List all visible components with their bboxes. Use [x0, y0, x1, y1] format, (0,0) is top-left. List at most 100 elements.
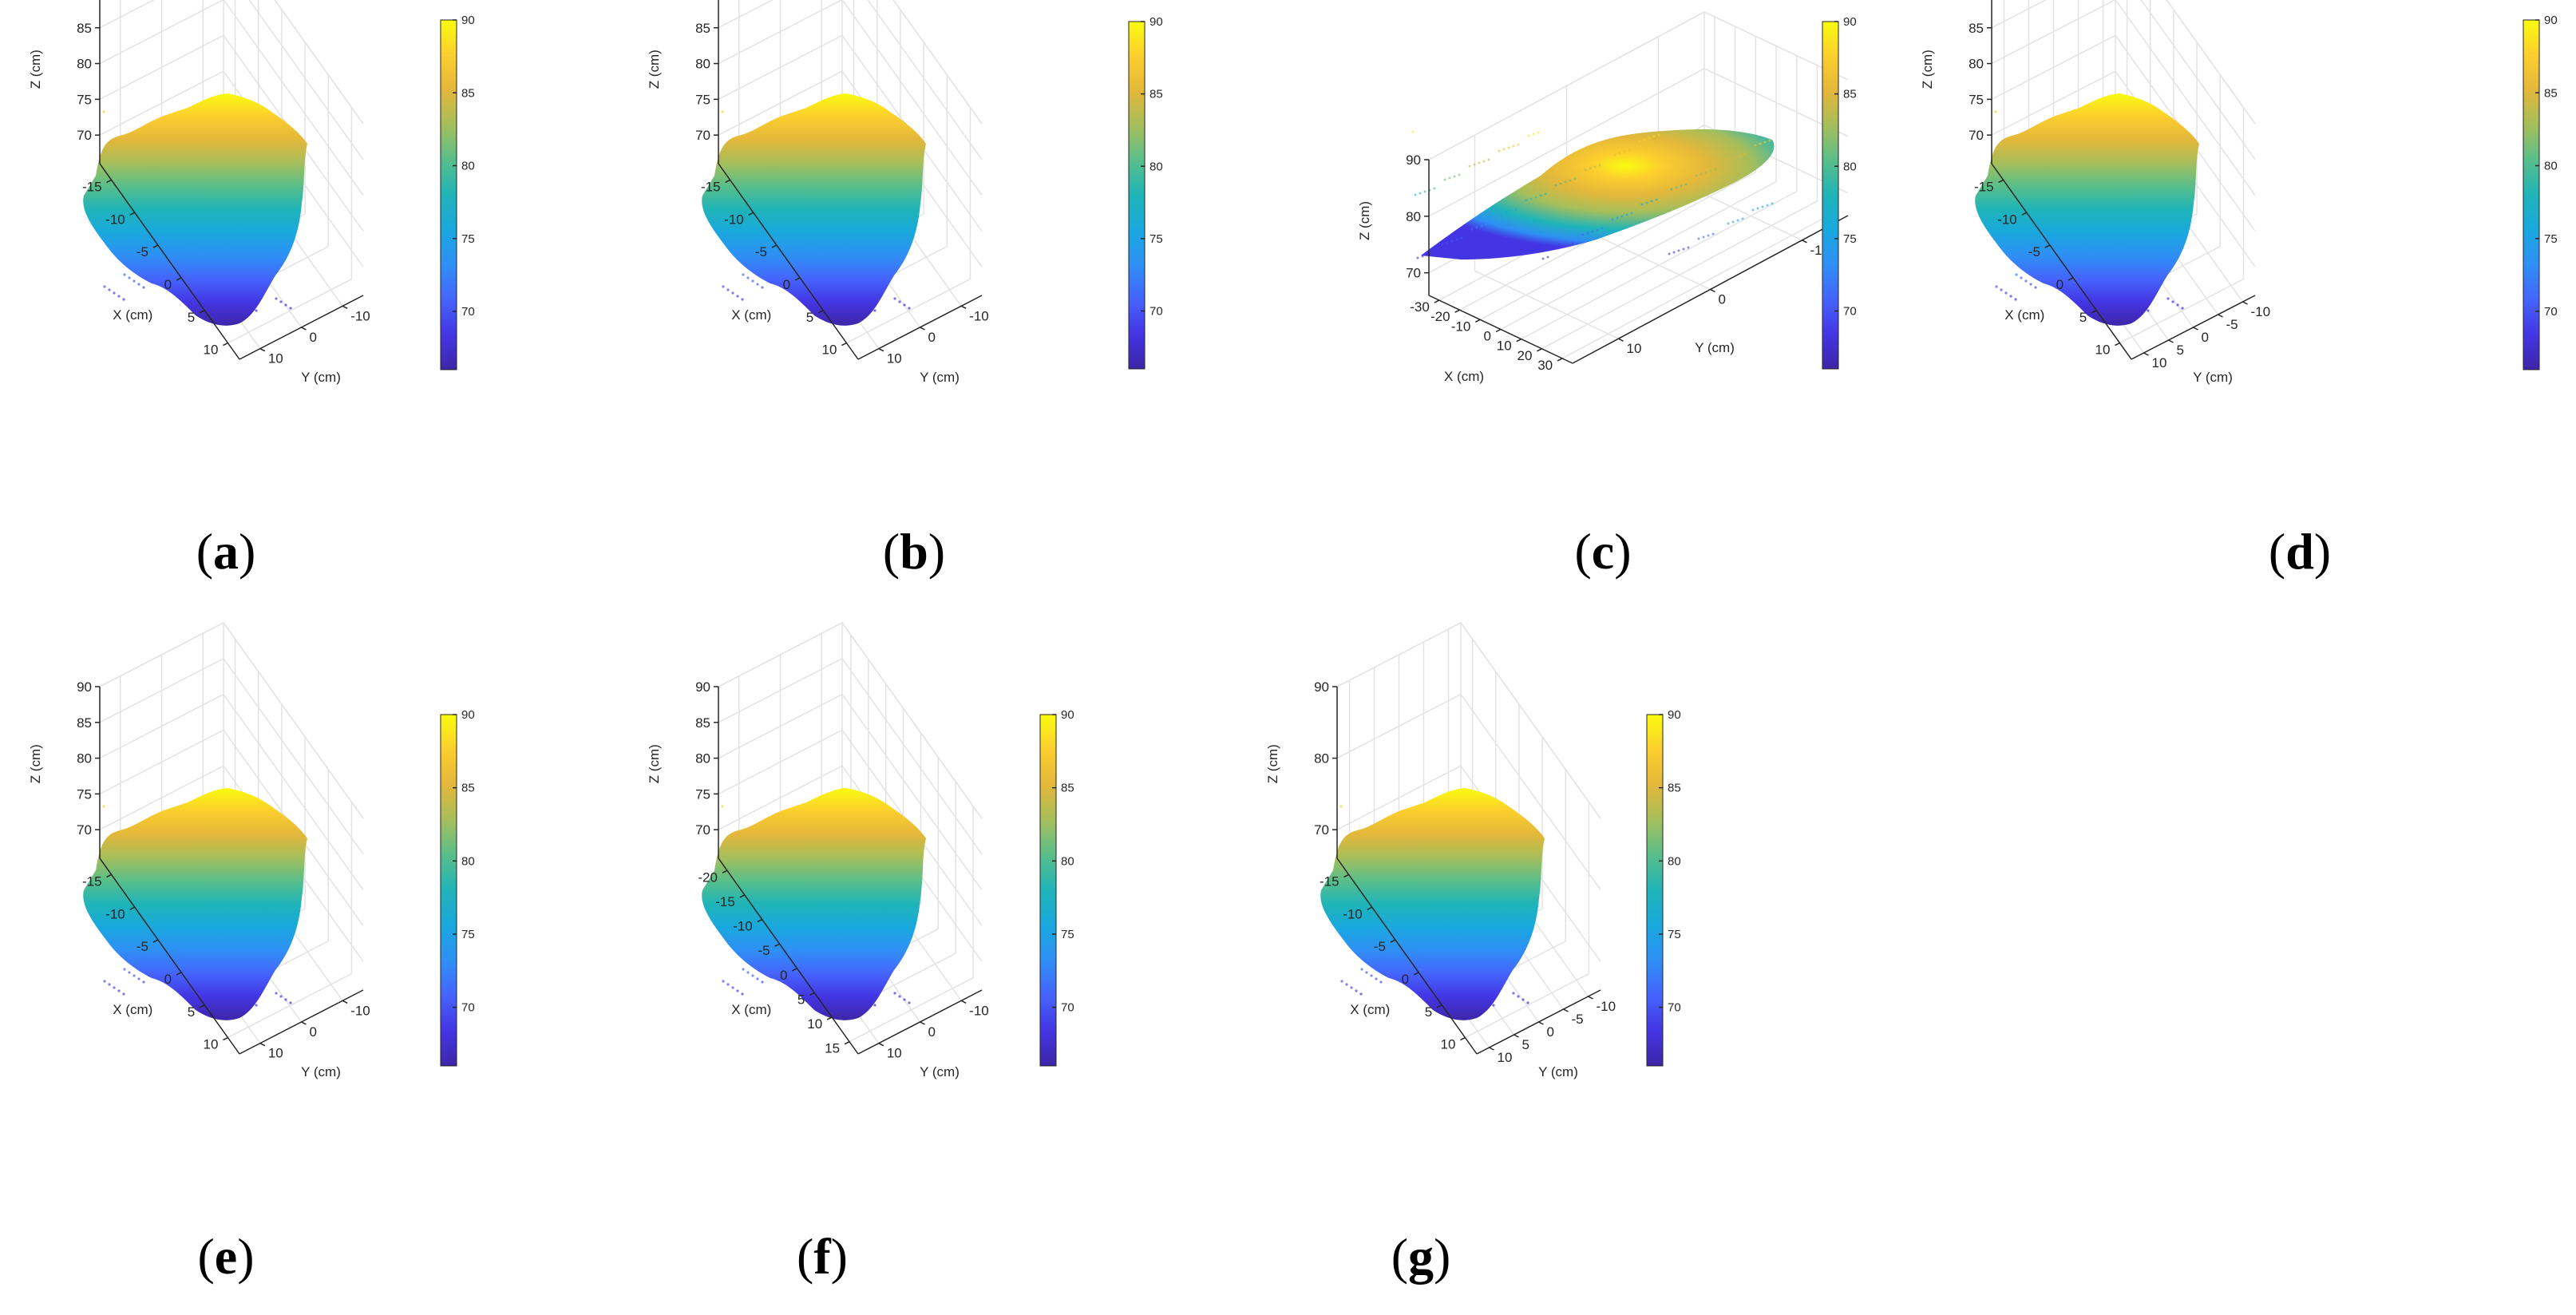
cloud-point [1446, 241, 1449, 244]
cloud-point [2114, 238, 2117, 241]
cloud-point [207, 253, 210, 256]
cloud-point [1423, 834, 1426, 837]
cloud-point [1468, 164, 1471, 168]
cloud-point [1613, 153, 1616, 156]
cloud-point [122, 298, 125, 301]
colorbar-tick-label: 80 [1843, 160, 1857, 173]
cloud-point [2014, 298, 2017, 301]
x-tick-mark [1557, 358, 1563, 362]
cloud-point [806, 935, 809, 938]
cloud-point [731, 291, 734, 295]
cloud-point [888, 119, 891, 122]
cloud-point [838, 137, 841, 140]
cloud-point [2012, 196, 2015, 200]
cloud-point [741, 298, 744, 301]
cloud-point [1561, 245, 1565, 248]
cloud-point [115, 193, 118, 196]
cloud-point [896, 893, 899, 897]
colorbar-tick-label: 70 [1150, 305, 1163, 319]
cloud-point [778, 172, 782, 176]
x-tick-label: -15 [82, 873, 102, 889]
cloud-point [242, 921, 245, 924]
y-tick-mark [1538, 1021, 1544, 1025]
cloud-point [786, 947, 789, 950]
cloud-point [1439, 945, 1442, 948]
cloud-point [259, 807, 263, 810]
cloud-point [230, 118, 233, 121]
colorbar-gradient [1822, 21, 1839, 370]
caption-close-paren: ) [831, 1228, 848, 1285]
cloud-point [150, 861, 153, 864]
cloud-point [250, 1000, 253, 1004]
x-tick-label: -10 [105, 906, 125, 921]
cloud-point [155, 169, 158, 172]
x-axis-line [99, 858, 240, 1055]
cloud-point [2099, 228, 2103, 232]
point-cloud-surface [702, 788, 926, 1020]
cloud-point [2102, 130, 2105, 133]
cloud-point [130, 178, 133, 181]
cloud-point [145, 163, 148, 166]
x-tick-label: 0 [780, 968, 787, 983]
cloud-point [786, 252, 789, 255]
cloud-point [2141, 131, 2144, 134]
cloud-point [896, 199, 899, 202]
cloud-point [277, 199, 280, 202]
cloud-point [2131, 125, 2135, 128]
cloud-point [869, 1000, 872, 1004]
z-axis-label: Z (cm) [647, 50, 662, 89]
cloud-point [185, 139, 188, 142]
cloud-point [804, 834, 807, 837]
x-tick-label: -10 [1343, 906, 1363, 921]
cloud-point [769, 166, 772, 169]
cloud-point [224, 834, 228, 838]
panel-caption: (e) [197, 1228, 254, 1285]
cloud-point [1424, 960, 1427, 963]
cloud-point [2144, 208, 2147, 211]
cloud-point [836, 929, 839, 933]
cloud-point [1709, 169, 1712, 172]
cloud-point [2054, 274, 2057, 277]
cloud-point [1638, 140, 1641, 143]
y-tick-mark [878, 1042, 884, 1047]
grid-line-z [99, 0, 364, 196]
cloud-point [269, 119, 272, 122]
cloud-point [102, 110, 105, 113]
cloud-point [135, 876, 138, 879]
cloud-point [1416, 256, 1419, 259]
cloud-point [1355, 989, 1358, 992]
cloud-point [1427, 837, 1430, 840]
cloud-point [255, 1004, 258, 1007]
cloud-point [813, 840, 817, 843]
cloud-point [1598, 164, 1601, 167]
cloud-point [2079, 265, 2082, 268]
z-axis-label: Z (cm) [1920, 50, 1935, 89]
cloud-point [2062, 154, 2065, 157]
cloud-point [1554, 184, 1557, 187]
cloud-point [749, 873, 752, 876]
cloud-point [2009, 295, 2012, 298]
y-tick-label: 10 [2152, 355, 2167, 370]
cloud-point [763, 188, 766, 191]
cloud-point [1596, 228, 1599, 232]
cloud-point [1741, 217, 1744, 220]
y-tick-mark [1802, 240, 1807, 244]
x-tick-mark [2044, 244, 2051, 248]
x-tick-mark [809, 992, 815, 996]
cloud-point [838, 831, 841, 834]
cloud-point [1444, 948, 1447, 951]
cloud-point [192, 244, 196, 247]
cloud-point [2052, 172, 2055, 176]
colorbar-tick-label: 85 [1150, 88, 1163, 101]
cloud-point [291, 903, 295, 906]
cloud-point [137, 283, 140, 286]
cloud-point [249, 826, 252, 829]
cloud-point [282, 897, 285, 900]
cloud-point [197, 247, 200, 250]
cloud-point [762, 261, 765, 264]
colorbar-tick-label: 70 [2544, 305, 2558, 319]
cloud-point [1448, 176, 1451, 180]
cloud-point [1379, 980, 1383, 984]
cloud-point [873, 1004, 876, 1007]
cloud-point [187, 265, 190, 268]
